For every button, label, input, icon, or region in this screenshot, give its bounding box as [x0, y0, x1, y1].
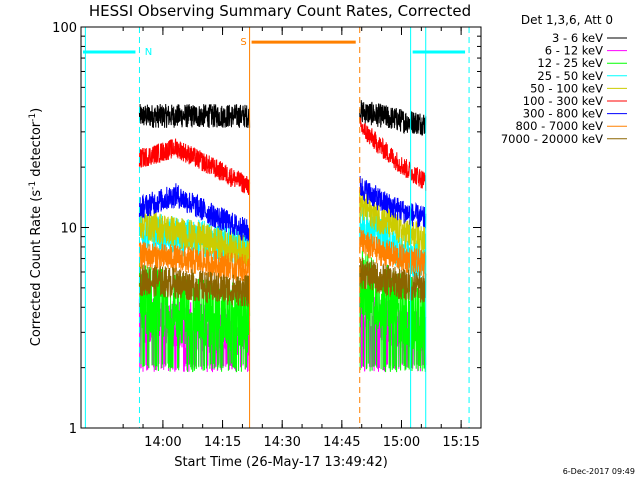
axes: 14:00 14:15 14:30 14:45 15:00 15:15 1 10 100 — [52, 21, 481, 450]
series-line — [138, 183, 251, 242]
legend-title: Det 1,3,6, Att 0 — [521, 13, 613, 27]
legend-label: 50 - 100 keV — [530, 81, 603, 95]
data-traces — [138, 100, 427, 373]
chart-title: HESSI Observing Summary Count Rates, Cor… — [89, 2, 471, 20]
y-tick-label: 100 — [52, 21, 77, 36]
legend-label: 800 - 7000 keV — [515, 119, 603, 133]
y-tick-label: 1 — [69, 422, 77, 437]
timestamp: 6-Dec-2017 09:49 — [563, 467, 635, 476]
legend-label: 7000 - 20000 keV — [501, 132, 603, 146]
series-line — [359, 257, 427, 303]
y-axis-label: Corrected Count Rate (s-1 detector-1) — [28, 108, 44, 346]
series-line — [359, 117, 427, 191]
x-tick-label: 14:00 — [144, 435, 181, 450]
x-tick-label: 14:15 — [204, 435, 241, 450]
series-line — [138, 138, 251, 195]
y-tick-label: 10 — [60, 222, 77, 237]
x-axis-label: Start Time (26-May-17 13:49:42) — [174, 455, 388, 470]
series-line — [138, 262, 251, 373]
observing-flags: NS — [83, 37, 466, 58]
x-tick-label: 14:30 — [263, 435, 300, 450]
x-tick-label: 14:45 — [323, 435, 360, 450]
series-line — [138, 103, 251, 128]
legend-label: 300 - 800 keV — [523, 107, 603, 121]
series-line — [359, 100, 427, 137]
x-tick-label: 15:00 — [383, 435, 420, 450]
flag-label: N — [145, 47, 152, 58]
series-line — [359, 189, 427, 254]
legend-label: 3 - 6 keV — [552, 31, 603, 45]
legend-label: 100 - 300 keV — [523, 94, 603, 108]
series-line — [138, 241, 251, 283]
legend-label: 25 - 50 keV — [537, 69, 603, 83]
series-line — [359, 175, 427, 229]
flag-label: S — [240, 37, 246, 48]
plot-area: NS — [83, 27, 470, 428]
series-line — [138, 264, 251, 307]
x-tick-label: 15:15 — [442, 435, 479, 450]
legend-label: 12 - 25 keV — [537, 56, 603, 70]
legend-label: 6 - 12 keV — [545, 44, 603, 58]
series-line — [359, 229, 427, 278]
